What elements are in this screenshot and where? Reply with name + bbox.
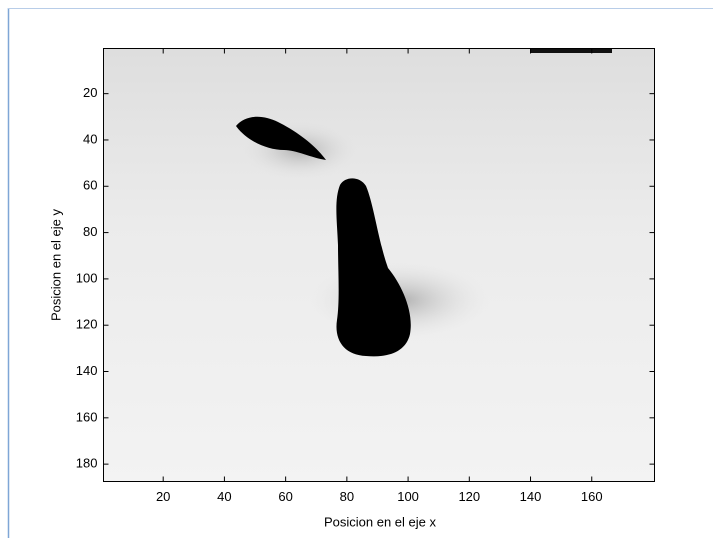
axes-box	[103, 48, 655, 482]
blob	[530, 48, 612, 53]
x-tick-label: 20	[156, 489, 170, 504]
x-tick-label: 80	[340, 489, 354, 504]
x-tick-label: 60	[278, 489, 292, 504]
y-tick-label: 20	[83, 85, 97, 100]
y-tick-label: 40	[83, 131, 97, 146]
x-axis-label: Posicion en el eje x	[324, 514, 437, 529]
blob	[336, 178, 411, 357]
y-tick-label: 100	[76, 270, 98, 285]
x-tick-label: 100	[397, 489, 419, 504]
y-tick-label: 120	[76, 317, 98, 332]
y-tick-label: 60	[83, 178, 97, 193]
y-axis-label: Posicion en el eje y	[48, 208, 63, 321]
x-tick-label: 160	[581, 489, 603, 504]
image	[103, 48, 655, 482]
x-tick-label: 120	[458, 489, 480, 504]
y-tick-label: 180	[76, 456, 98, 471]
x-tick-label: 140	[520, 489, 542, 504]
y-tick-label: 160	[76, 409, 98, 424]
y-tick-label: 80	[83, 224, 97, 239]
y-tick-label: 140	[76, 363, 98, 378]
x-tick-label: 40	[217, 489, 231, 504]
blob	[236, 116, 326, 160]
